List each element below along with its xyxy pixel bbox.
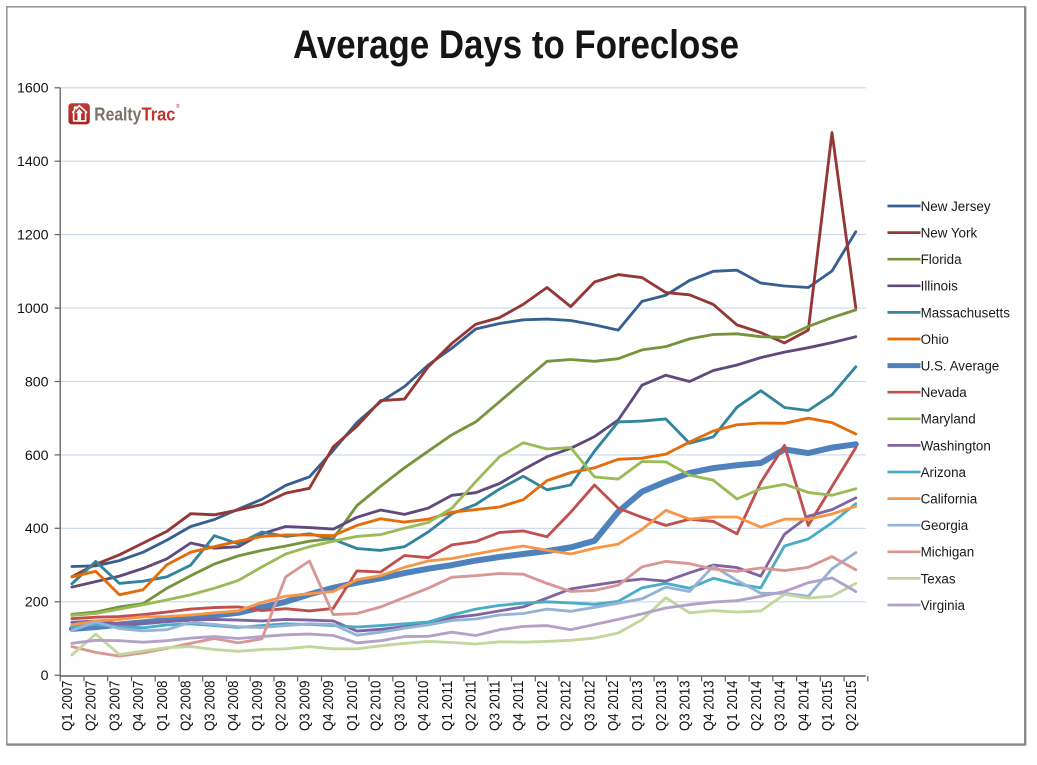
svg-text:Average Days to Foreclose: Average Days to Foreclose bbox=[293, 23, 739, 67]
svg-text:Q4 2014: Q4 2014 bbox=[796, 680, 812, 731]
svg-text:Q2 2010: Q2 2010 bbox=[369, 680, 385, 731]
svg-text:Q1 2007: Q1 2007 bbox=[60, 680, 76, 731]
svg-text:Q2 2011: Q2 2011 bbox=[464, 680, 480, 731]
svg-text:Q1 2014: Q1 2014 bbox=[725, 680, 741, 731]
svg-text:Q4 2009: Q4 2009 bbox=[321, 680, 337, 731]
svg-text:Texas: Texas bbox=[921, 571, 956, 586]
svg-text:Q3 2008: Q3 2008 bbox=[202, 680, 218, 731]
svg-text:Virginia: Virginia bbox=[921, 598, 966, 613]
svg-text:600: 600 bbox=[25, 448, 49, 464]
svg-text:New Jersey: New Jersey bbox=[921, 199, 991, 214]
svg-text:Georgia: Georgia bbox=[921, 518, 969, 533]
svg-text:Q2 2008: Q2 2008 bbox=[179, 680, 195, 731]
svg-text:Q1 2015: Q1 2015 bbox=[820, 680, 836, 731]
svg-text:Florida: Florida bbox=[921, 252, 962, 267]
svg-text:California: California bbox=[921, 492, 978, 507]
svg-text:Q4 2012: Q4 2012 bbox=[606, 680, 622, 731]
svg-text:400: 400 bbox=[25, 521, 49, 537]
svg-text:Q1 2012: Q1 2012 bbox=[535, 680, 551, 731]
svg-text:Q2 2007: Q2 2007 bbox=[84, 680, 100, 731]
svg-text:Q2 2014: Q2 2014 bbox=[749, 680, 765, 731]
svg-text:Q2 2015: Q2 2015 bbox=[844, 680, 860, 731]
svg-text:Q3 2010: Q3 2010 bbox=[393, 680, 409, 731]
svg-text:200: 200 bbox=[25, 595, 49, 611]
svg-text:Q2 2009: Q2 2009 bbox=[274, 680, 290, 731]
svg-text:Q3 2013: Q3 2013 bbox=[678, 680, 694, 731]
svg-text:1600: 1600 bbox=[17, 81, 49, 97]
svg-text:Q4 2008: Q4 2008 bbox=[226, 680, 242, 731]
svg-text:Q3 2007: Q3 2007 bbox=[107, 680, 123, 731]
svg-text:Illinois: Illinois bbox=[921, 279, 959, 294]
svg-text:1000: 1000 bbox=[17, 301, 49, 317]
svg-text:Maryland: Maryland bbox=[921, 412, 976, 427]
svg-text:Nevada: Nevada bbox=[921, 385, 968, 400]
svg-text:Q4 2011: Q4 2011 bbox=[511, 680, 527, 731]
svg-text:Q1 2011: Q1 2011 bbox=[440, 680, 456, 731]
svg-text:U.S. Average: U.S. Average bbox=[921, 359, 1000, 374]
svg-text:800: 800 bbox=[25, 374, 49, 390]
svg-text:Michigan: Michigan bbox=[921, 545, 975, 560]
svg-text:Q3 2011: Q3 2011 bbox=[488, 680, 504, 731]
svg-text:®: ® bbox=[176, 103, 180, 110]
svg-text:Q1 2008: Q1 2008 bbox=[155, 680, 171, 731]
svg-text:Q1 2013: Q1 2013 bbox=[630, 680, 646, 731]
svg-text:1400: 1400 bbox=[17, 154, 49, 170]
svg-text:0: 0 bbox=[41, 668, 49, 684]
svg-text:Washington: Washington bbox=[921, 438, 991, 453]
svg-text:Realty: Realty bbox=[94, 104, 141, 125]
svg-text:Q1 2009: Q1 2009 bbox=[250, 680, 266, 731]
svg-text:Massachusetts: Massachusetts bbox=[921, 305, 1011, 320]
svg-text:Trac: Trac bbox=[142, 104, 176, 125]
svg-text:Q2 2012: Q2 2012 bbox=[559, 680, 575, 731]
svg-text:Q4 2013: Q4 2013 bbox=[701, 680, 717, 731]
svg-text:Ohio: Ohio bbox=[921, 332, 949, 347]
svg-text:Q4 2010: Q4 2010 bbox=[416, 680, 432, 731]
svg-text:Arizona: Arizona bbox=[921, 465, 967, 480]
svg-text:1200: 1200 bbox=[17, 228, 49, 244]
svg-text:Q3 2009: Q3 2009 bbox=[297, 680, 313, 731]
svg-text:Q3 2012: Q3 2012 bbox=[583, 680, 599, 731]
svg-text:New York: New York bbox=[921, 226, 978, 241]
svg-text:Q2 2013: Q2 2013 bbox=[654, 680, 670, 731]
svg-text:Q3 2014: Q3 2014 bbox=[773, 680, 789, 731]
svg-text:Q1 2010: Q1 2010 bbox=[345, 680, 361, 731]
svg-text:Q4 2007: Q4 2007 bbox=[131, 680, 147, 731]
